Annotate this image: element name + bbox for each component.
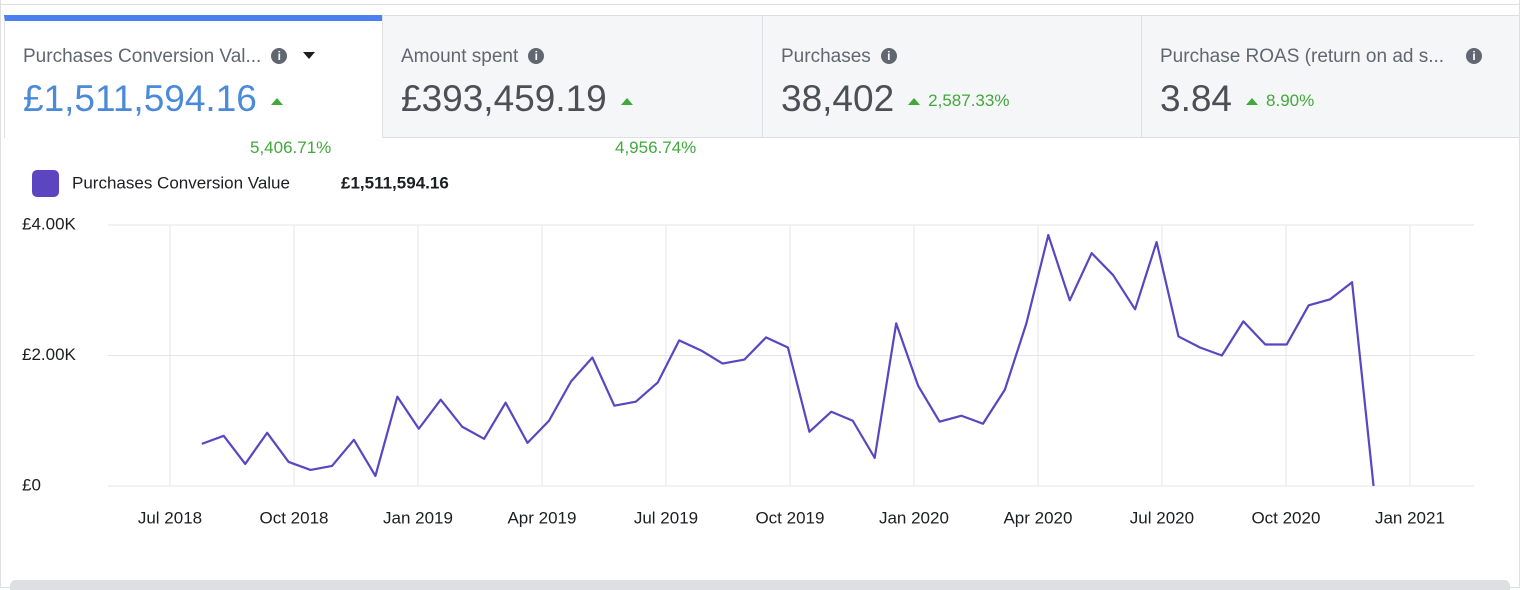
scrollbar bbox=[10, 580, 1510, 590]
y-tick-label: £0 bbox=[22, 475, 41, 494]
info-icon[interactable]: i bbox=[528, 48, 545, 64]
y-tick-label: £2.00K bbox=[22, 345, 77, 364]
x-tick-label: Jul 2020 bbox=[1130, 508, 1194, 527]
tab-change: 5,406.71% bbox=[250, 138, 332, 157]
metric-tab[interactable]: Purchases Conversion Val... i £1,511,594.… bbox=[4, 15, 383, 138]
metric-tab[interactable]: Purchases i 38,402 2,587.33% bbox=[762, 15, 1142, 138]
tab-value: 3.84 bbox=[1160, 78, 1233, 119]
x-tick-label: Jul 2019 bbox=[634, 508, 698, 527]
chart: Purchases Conversion Value £1,511,594.16… bbox=[22, 170, 1474, 527]
up-arrow bbox=[620, 98, 633, 105]
tab-value: £1,511,594.16 bbox=[23, 78, 257, 119]
x-tick-label: Oct 2020 bbox=[1251, 508, 1320, 527]
legend-label: Purchases Conversion Value bbox=[72, 173, 290, 192]
x-tick-label: Jan 2019 bbox=[383, 508, 453, 527]
x-tick-label: Jul 2018 bbox=[138, 508, 202, 527]
data-line bbox=[201, 233, 1375, 487]
tab-value: £393,459.19 bbox=[401, 78, 607, 119]
y-tick-label: £4.00K bbox=[22, 214, 77, 233]
tab-change: 2,587.33% bbox=[928, 91, 1010, 111]
x-tick-label: Apr 2019 bbox=[507, 508, 576, 527]
up-arrow bbox=[270, 98, 283, 105]
info-icon[interactable]: i bbox=[880, 48, 897, 64]
tab-change: 8.90% bbox=[1266, 91, 1315, 111]
tab-title: Purchases Conversion Val... bbox=[23, 46, 262, 67]
top-border bbox=[0, 0, 1520, 5]
x-tick-label: Oct 2018 bbox=[259, 508, 328, 527]
legend-total: £1,511,594.16 bbox=[341, 173, 449, 192]
tab-change: 4,956.74% bbox=[615, 138, 697, 157]
metric-tab[interactable]: Amount spent i £393,459.19 bbox=[382, 15, 763, 138]
x-tick-label: Jan 2020 bbox=[879, 508, 949, 527]
tab-value: 38,402 bbox=[781, 78, 895, 119]
dropdown-icon[interactable] bbox=[303, 52, 316, 59]
info-icon[interactable]: i bbox=[271, 48, 288, 64]
tab-title: Purchase ROAS (return on ad s... bbox=[1160, 46, 1445, 67]
info-icon[interactable]: i bbox=[1466, 48, 1483, 64]
x-tick-label: Oct 2019 bbox=[755, 508, 824, 527]
x-tick-label: Apr 2020 bbox=[1003, 508, 1072, 527]
tab-title: Amount spent bbox=[401, 46, 519, 67]
x-tick-label: Jan 2021 bbox=[1375, 508, 1445, 527]
up-arrow bbox=[908, 97, 921, 105]
tab-title: Purchases bbox=[781, 46, 871, 67]
up-arrow bbox=[1246, 97, 1259, 105]
metric-tab[interactable]: Purchase ROAS (return on ad s... i 3.84 8.… bbox=[1141, 15, 1520, 138]
legend-swatch bbox=[32, 170, 59, 197]
